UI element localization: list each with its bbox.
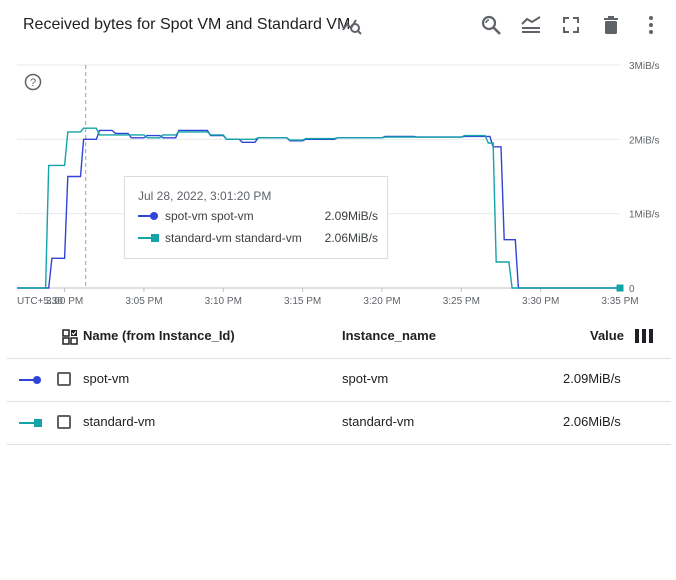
- column-select-icon[interactable]: [62, 329, 78, 345]
- chart-header: Received bytes for Spot VM and Standard …: [0, 0, 676, 50]
- y-tick-label: 0: [629, 284, 635, 295]
- chart-title: Received bytes for Spot VM and Standard …: [23, 16, 351, 33]
- x-tick-label: 3:15 PM: [284, 296, 321, 307]
- spot-series-marker-icon: [138, 212, 158, 220]
- y-tick-label: 3MiB/s: [629, 61, 660, 72]
- table-row: standard-vm standard-vm 2.06MiB/s: [7, 402, 671, 445]
- delete-icon: [604, 16, 618, 34]
- series-line-standard-vm: [17, 127, 620, 289]
- legend-toggle-button[interactable]: [519, 13, 543, 37]
- tooltip-row-spot: spot-vm spot-vm 2.09MiB/s: [138, 208, 378, 224]
- timezone-label: UTC+5:30: [17, 296, 63, 307]
- x-tick-label: 3:35 PM: [601, 296, 638, 307]
- tooltip-series-value: 2.06MiB/s: [324, 231, 378, 245]
- column-header-name[interactable]: Name (from Instance_Id): [83, 328, 235, 343]
- table-header: Name (from Instance_Id) Instance_name Va…: [7, 316, 671, 359]
- tooltip-series-value: 2.09MiB/s: [324, 209, 378, 223]
- series-end-marker: [616, 284, 624, 292]
- chart-tooltip: Jul 28, 2022, 3:01:20 PM spot-vm spot-vm…: [124, 176, 388, 259]
- tooltip-date: Jul 28, 2022, 3:01:20 PM: [138, 189, 272, 203]
- x-tick-label: 3:25 PM: [443, 296, 480, 307]
- tooltip-series-name: standard-vm standard-vm: [165, 231, 302, 245]
- more-vert-icon: [649, 16, 653, 34]
- cell-instance-name: standard-vm: [342, 414, 415, 429]
- y-tick-label: 2MiB/s: [629, 135, 660, 146]
- svg-text:?: ?: [30, 77, 36, 89]
- fullscreen-button[interactable]: [559, 13, 583, 37]
- tooltip-series-name: spot-vm spot-vm: [165, 209, 254, 223]
- zoom-icon: [481, 15, 501, 35]
- table-row: spot-vm spot-vm 2.09MiB/s: [7, 359, 671, 402]
- standard-series-marker-icon: [138, 234, 159, 242]
- column-header-instance-name[interactable]: Instance_name: [342, 328, 436, 343]
- column-header-value[interactable]: Value: [590, 328, 624, 343]
- legend-toggle-icon: [521, 16, 541, 33]
- query-analysis-icon[interactable]: [341, 16, 363, 36]
- tooltip-row-standard: standard-vm standard-vm 2.06MiB/s: [138, 230, 378, 246]
- x-tick-label: 3:10 PM: [205, 296, 242, 307]
- cell-name: spot-vm: [83, 371, 130, 386]
- column-picker-icon[interactable]: [635, 329, 653, 343]
- zoom-button[interactable]: [479, 13, 503, 37]
- delete-button[interactable]: [599, 13, 623, 37]
- standard-legend-marker-icon: [19, 419, 42, 427]
- cell-value: 2.06MiB/s: [563, 414, 621, 429]
- cell-instance-name: spot-vm: [342, 371, 389, 386]
- fullscreen-icon: [563, 17, 579, 33]
- x-tick-label: 3:30 PM: [522, 296, 559, 307]
- row-checkbox[interactable]: [57, 372, 71, 386]
- y-tick-label: 1MiB/s: [629, 210, 660, 221]
- more-options-button[interactable]: [639, 13, 663, 37]
- x-tick-label: 3:00 PM: [46, 296, 83, 307]
- cell-name: standard-vm: [83, 414, 156, 429]
- row-checkbox[interactable]: [57, 415, 71, 429]
- help-icon[interactable]: ?: [24, 73, 42, 91]
- x-tick-label: 3:20 PM: [363, 296, 400, 307]
- spot-legend-marker-icon: [19, 376, 41, 384]
- cell-value: 2.09MiB/s: [563, 371, 621, 386]
- x-tick-label: 3:05 PM: [125, 296, 162, 307]
